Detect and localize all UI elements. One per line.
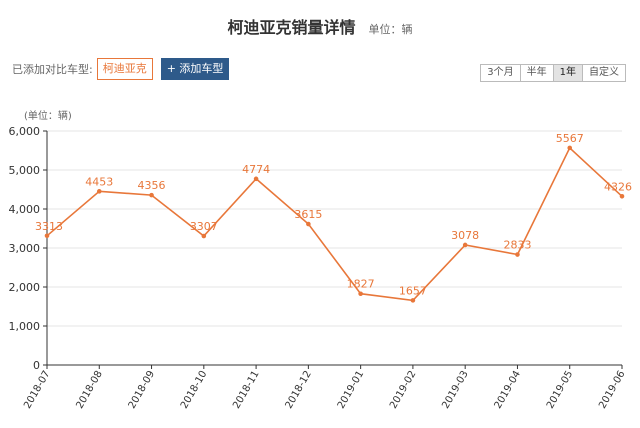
x-tick-label: 2019-01 [336,369,366,411]
data-label: 1657 [399,284,427,297]
data-point [619,193,625,199]
selected-model-tag[interactable]: 柯迪亚克 [96,58,153,80]
data-point [462,242,468,248]
range-custom-button[interactable]: 自定义 [582,64,626,82]
data-label: 2833 [503,239,531,252]
data-point [201,233,207,239]
y-axis-unit-label: (单位：辆) [24,111,72,122]
x-tick-label: 2019-03 [440,369,470,411]
x-tick-label: 2018-11 [231,369,261,411]
data-label: 4326 [604,180,632,193]
y-tick-label: 4,000 [9,203,41,216]
data-point [515,252,520,257]
data-label: 3307 [190,220,218,233]
y-tick-label: 5,000 [9,164,41,177]
x-tick-label: 2018-07 [22,369,52,411]
data-point [567,145,573,151]
y-tick-label: 3,000 [9,242,41,255]
data-label: 1827 [347,278,375,291]
x-tick-label: 2018-09 [127,369,157,411]
x-tick-label: 2018-10 [179,369,209,411]
series-line [46,146,623,302]
y-tick-label: 6,000 [9,125,41,138]
data-point [410,298,416,303]
compare-label: 已添加对比车型: [12,63,93,76]
x-tick-label: 2018-08 [74,369,104,411]
y-tick-label: 0 [33,359,40,372]
chart-unit: 单位：辆 [368,23,413,36]
x-tick-label: 2019-04 [493,369,523,411]
x-tick-label: 2019-05 [545,369,575,411]
x-tick-label: 2019-06 [597,369,627,411]
data-point [253,176,259,182]
data-label: 3313 [35,220,63,233]
data-label: 5567 [556,132,584,145]
chart-title: 柯迪亚克销量详情 [227,18,356,37]
x-tick-label: 2019-02 [388,369,418,411]
y-tick-label: 2,000 [9,281,41,294]
range-half-year-button[interactable]: 半年 [519,64,554,82]
data-label: 4774 [242,163,270,176]
range-3-months-button[interactable]: 3个月 [480,64,521,82]
data-label: 3615 [294,208,322,221]
data-point [306,221,311,227]
range-selector: 3个月 半年 1年 自定义 [480,64,626,82]
data-label: 4356 [138,179,166,192]
data-point [96,189,102,194]
add-model-button[interactable]: + 添加车型 [160,58,230,80]
x-tick-label: 2018-12 [284,369,314,411]
data-point [358,291,363,297]
compare-toolbar: 已添加对比车型: 柯迪亚克 + 添加车型 [12,58,230,80]
y-tick-label: 1,000 [9,320,41,333]
data-label: 4453 [85,175,113,188]
data-label: 3078 [451,229,479,242]
data-point [44,233,50,239]
data-point [149,192,154,198]
chart-header: 柯迪亚克销量详情 单位：辆 [0,14,640,38]
